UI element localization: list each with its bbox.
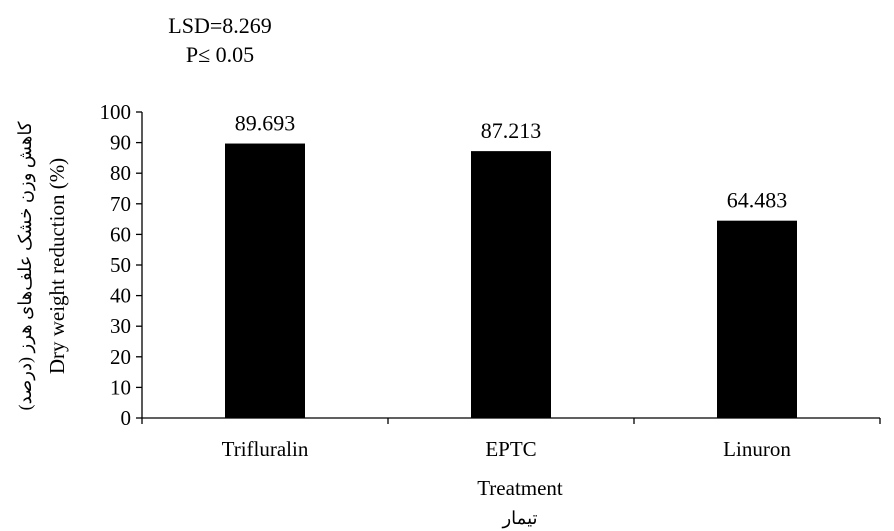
data-label-linuron: 64.483 (727, 188, 788, 213)
y-tick-label: 60 (110, 222, 131, 246)
y-tick-label: 20 (110, 345, 131, 369)
category-label-eptc: EPTC (485, 437, 536, 461)
y-axis-title: Dry weight reduction (%) (45, 158, 69, 374)
bar-trifluralin (225, 143, 305, 418)
x-axis-title-persian: تیمار (501, 508, 537, 529)
y-tick-label: 0 (121, 406, 132, 430)
x-axis-title: Treatment (477, 476, 563, 500)
bar-eptc (471, 151, 551, 418)
lsd-annotation: LSD=8.269 (168, 13, 271, 38)
y-tick-label: 50 (110, 253, 131, 277)
y-tick-label: 100 (100, 100, 132, 124)
y-tick-label: 70 (110, 192, 131, 216)
y-tick-label: 90 (110, 131, 131, 155)
y-tick-label: 10 (110, 375, 131, 399)
significance-annotation: P≤ 0.05 (186, 42, 254, 67)
bar-linuron (717, 220, 797, 418)
y-tick-label: 30 (110, 314, 131, 338)
y-axis-title-persian: کاهش وزن خشک علف‌های هرز (درصد) (15, 121, 36, 410)
data-label-trifluralin: 89.693 (235, 111, 296, 136)
category-label-trifluralin: Trifluralin (222, 437, 309, 461)
category-label-linuron: Linuron (723, 437, 791, 461)
y-tick-label: 80 (110, 161, 131, 185)
data-label-eptc: 87.213 (481, 118, 542, 143)
y-tick-label: 40 (110, 284, 131, 308)
